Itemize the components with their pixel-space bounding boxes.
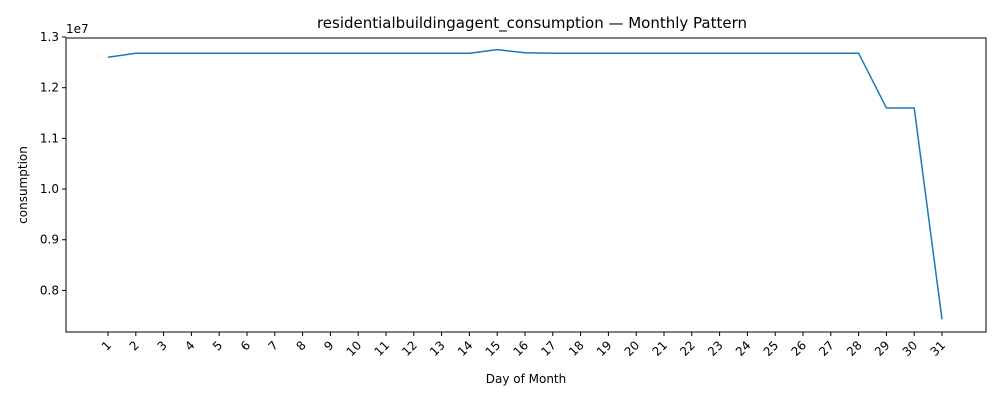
plot-background [66,38,986,332]
y-tick-label: 1.3 [40,30,59,44]
y-tick-label: 1.0 [40,182,59,196]
plot-frame [65,37,987,333]
series-line [107,48,943,320]
plot-area: 1 2 3 4 5 6 7 8 9 10 11 12 13 14 15 16 17 18 19 20 21 22 23 24 2… [40,30,987,359]
y-tick-label: 0.8 [40,283,59,297]
y-tick-label: 1.2 [40,81,59,95]
chart-title: residentialbuildingagent_consumption — M… [317,14,747,33]
x-axis-label: Day of Month [486,372,567,386]
y-offset-label: 1e7 [66,22,89,36]
y-axis-label: consumption [16,146,30,224]
y-tick-label: 1.1 [40,131,59,145]
y-tick-label: 0.9 [40,233,59,247]
